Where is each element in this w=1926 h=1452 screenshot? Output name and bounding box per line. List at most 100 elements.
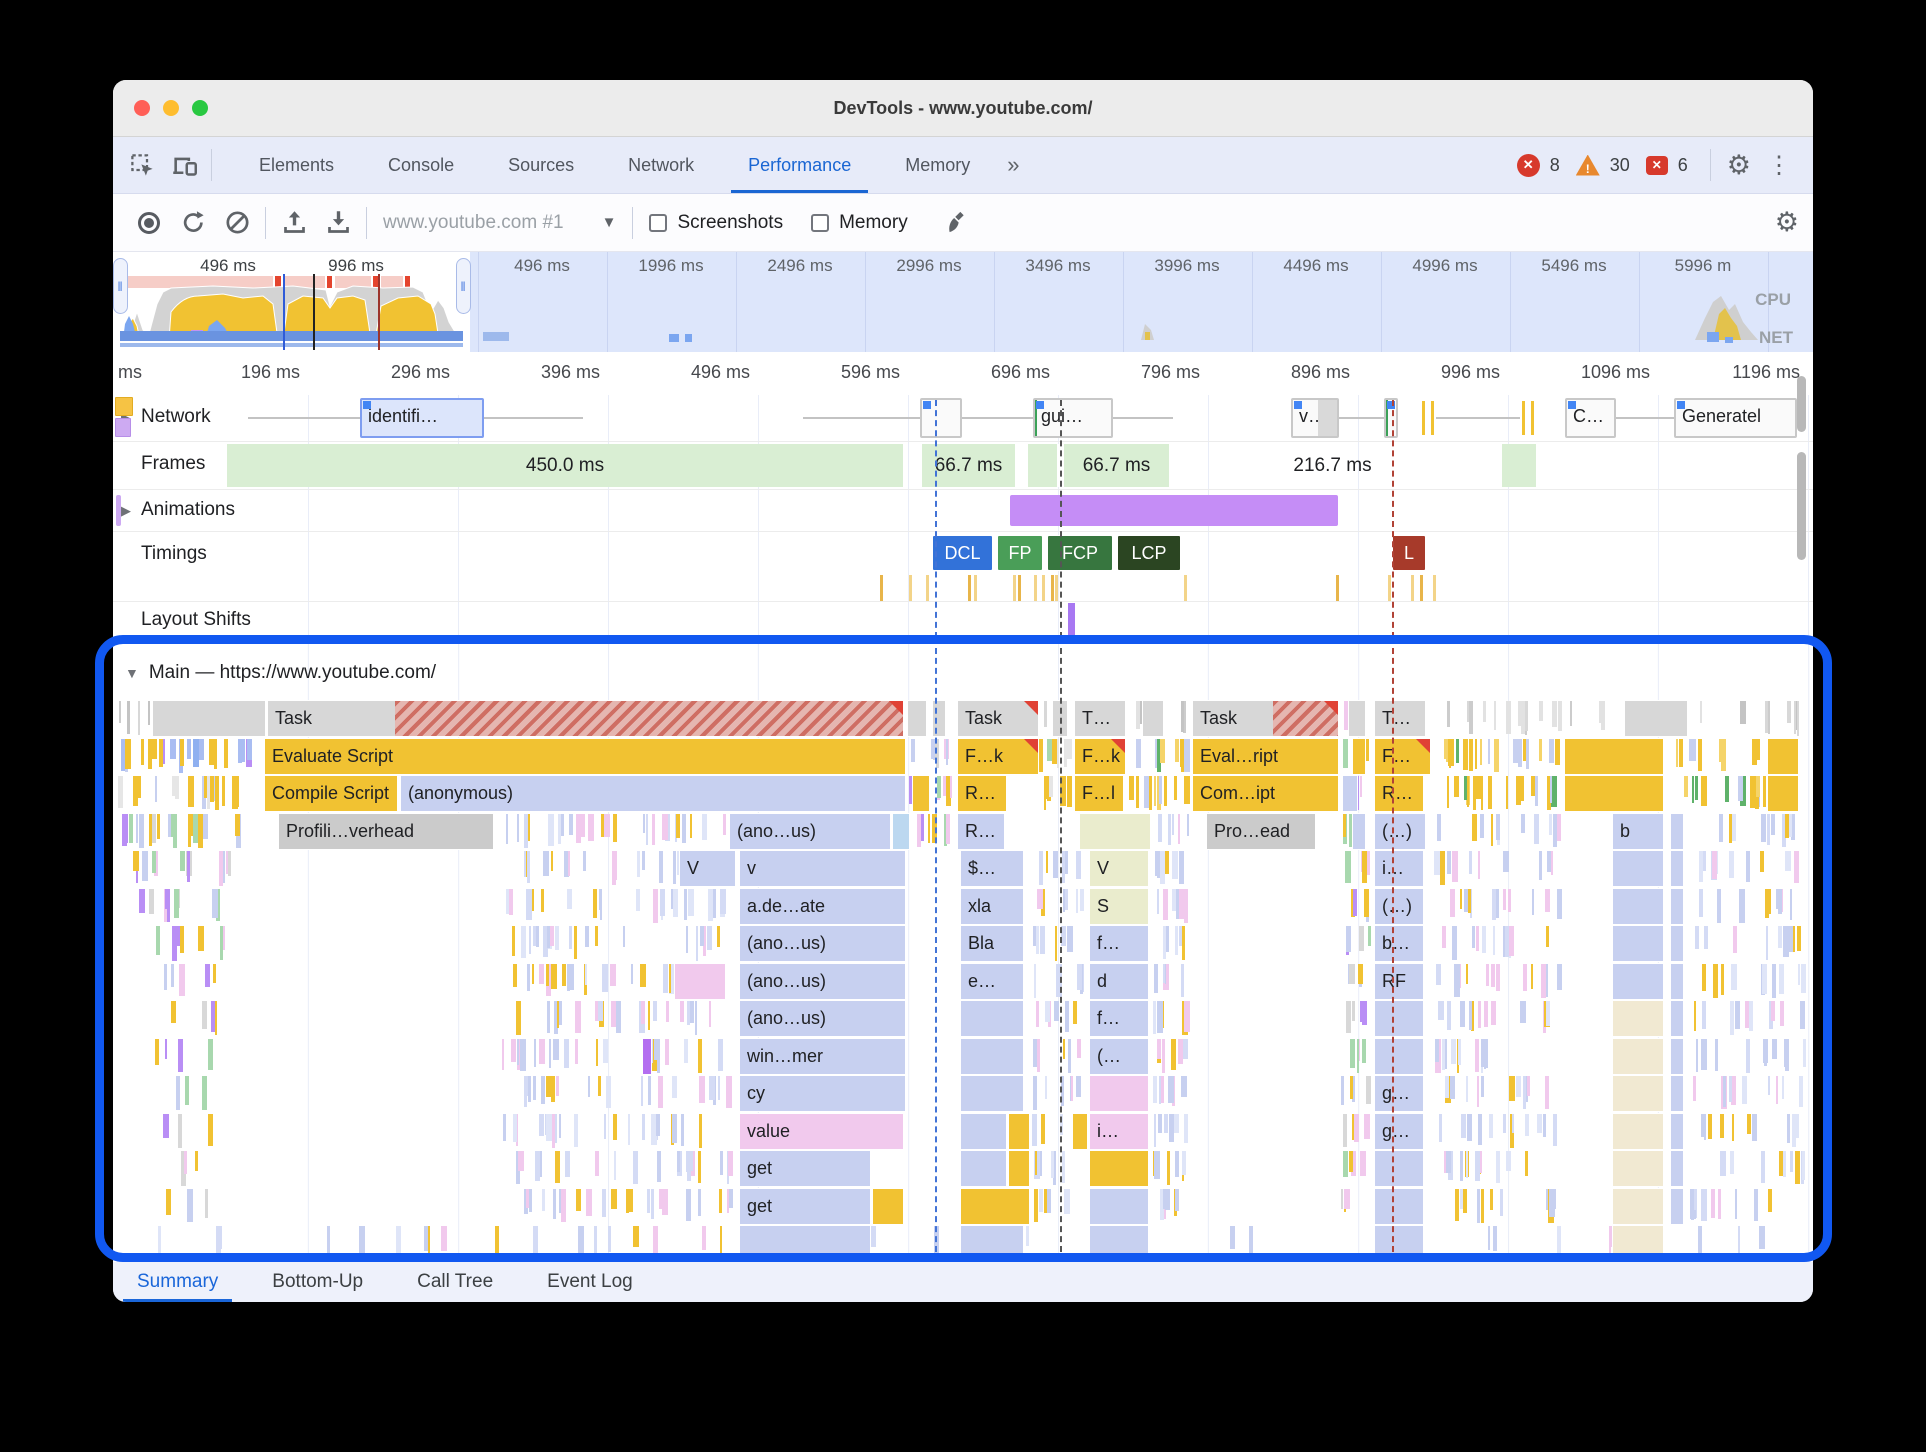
flame-entry-winmer[interactable]: win…mer [740, 1038, 905, 1074]
flame-entry[interactable] [1613, 1076, 1663, 1111]
flame-entry[interactable] [1613, 926, 1663, 961]
device-toolbar-icon[interactable] [163, 145, 205, 185]
flame-entry-b[interactable]: b… [1375, 926, 1423, 961]
flame-entry-anous[interactable]: (ano…us) [740, 1001, 905, 1036]
flame-entry-fk[interactable]: F…k [958, 738, 1038, 774]
flame-entry-f[interactable]: F… [1375, 738, 1430, 774]
detail-tab-bottom-up[interactable]: Bottom-Up [272, 1271, 364, 1292]
flame-entry-task[interactable]: Task [1193, 701, 1338, 736]
flame-entry[interactable] [1671, 851, 1683, 886]
flame-entry[interactable] [1768, 776, 1798, 811]
detail-tab-call-tree[interactable]: Call Tree [417, 1271, 494, 1292]
flame-entry[interactable] [1565, 776, 1663, 811]
maximize-window-button[interactable] [192, 100, 208, 116]
flame-entry-v[interactable]: V [680, 851, 735, 886]
network-request-item[interactable]: gui… [1033, 398, 1113, 438]
record-button[interactable] [127, 201, 171, 245]
frame-bar[interactable]: 66.7 ms [1062, 444, 1171, 487]
reload-and-record-button[interactable] [171, 201, 215, 245]
flame-entry-value[interactable]: value [740, 1113, 903, 1149]
flame-entry[interactable] [1613, 963, 1663, 999]
flame-entry[interactable] [1343, 776, 1357, 811]
frame-bar[interactable] [1026, 444, 1059, 487]
flame-entry[interactable] [1353, 738, 1365, 774]
flame-entry-s[interactable]: S [1090, 888, 1148, 924]
flame-entry[interactable] [1349, 701, 1365, 736]
flame-entry-anous[interactable]: (ano…us) [730, 813, 890, 849]
flame-entry-comipt[interactable]: Com…ipt [1193, 776, 1338, 811]
flame-entry[interactable] [1090, 1151, 1148, 1186]
settings-gear-icon[interactable]: ⚙ [1726, 149, 1751, 180]
flame-entry[interactable] [1613, 1038, 1663, 1074]
flame-entry[interactable] [740, 1226, 870, 1261]
flame-entry-r[interactable]: R… [958, 776, 1006, 811]
network-request-item[interactable] [920, 398, 962, 438]
flame-entry[interactable] [643, 1038, 651, 1074]
load-profile-icon[interactable] [272, 201, 316, 245]
flame-entry[interactable] [1565, 738, 1663, 774]
flame-entry-f[interactable]: f… [1090, 926, 1148, 961]
flame-entry[interactable] [1613, 1151, 1663, 1186]
flame-entry[interactable] [1671, 963, 1683, 999]
flame-entry[interactable] [1080, 813, 1150, 849]
network-expand-icon[interactable]: ▶ [121, 410, 131, 426]
save-profile-icon[interactable] [316, 201, 360, 245]
flame-entry[interactable] [1671, 888, 1683, 924]
timing-marker-l[interactable]: L [1392, 535, 1426, 571]
flame-entry[interactable] [1375, 1001, 1423, 1036]
flame-entry-evalript[interactable]: Eval…ript [1193, 738, 1338, 774]
timing-marker-fcp[interactable]: FCP [1047, 535, 1113, 571]
flame-entry[interactable] [1613, 1226, 1663, 1261]
network-yellow-bar[interactable] [1429, 401, 1436, 435]
network-request-item[interactable]: C… [1565, 398, 1616, 438]
flame-entry-rf[interactable]: RF [1375, 963, 1423, 999]
flame-entry[interactable] [1671, 1038, 1683, 1074]
flame-entry[interactable] [1613, 1188, 1663, 1224]
frame-bar[interactable]: 216.7 ms [1293, 454, 1372, 476]
issues-icon[interactable]: ✕ [1645, 155, 1668, 175]
flame-entry[interactable] [1090, 1226, 1148, 1261]
flame-entry[interactable] [1671, 1076, 1683, 1111]
flame-entry-fk[interactable]: F…k [1075, 738, 1125, 774]
network-request-item[interactable] [115, 418, 131, 437]
flame-entry-r[interactable]: R… [958, 813, 1004, 849]
detail-tab-summary[interactable]: Summary [122, 1262, 233, 1302]
network-yellow-bar[interactable] [1520, 401, 1527, 435]
flame-entry-g[interactable]: g… [1375, 1076, 1423, 1111]
frame-bar[interactable]: 66.7 ms [920, 444, 1017, 487]
flame-entry[interactable] [873, 1188, 903, 1224]
flame-entry[interactable] [961, 1188, 1029, 1224]
flame-entry[interactable] [933, 701, 945, 736]
flame-entry-profiliverhead[interactable]: Profili…verhead [279, 813, 493, 849]
network-request-item[interactable] [115, 397, 133, 416]
clear-button[interactable] [215, 201, 259, 245]
flame-entry[interactable] [1375, 1226, 1423, 1261]
flame-entry[interactable] [1671, 1151, 1683, 1186]
flame-entry[interactable] [1613, 851, 1663, 886]
flame-entry-compilescript[interactable]: Compile Script [265, 776, 397, 811]
vertical-scrollbar-thumb[interactable] [1797, 376, 1806, 432]
minimize-window-button[interactable] [163, 100, 179, 116]
tab-sources[interactable]: Sources [508, 154, 575, 175]
flame-entry[interactable] [1009, 1151, 1029, 1186]
flame-entry[interactable] [1353, 813, 1365, 849]
flame-entry[interactable] [1090, 1188, 1148, 1224]
flame-entry[interactable] [1375, 1188, 1423, 1224]
flame-entry-anous[interactable]: (ano…us) [740, 926, 905, 961]
timing-marker-lcp[interactable]: LCP [1117, 535, 1181, 571]
flame-entry[interactable] [1613, 1113, 1663, 1149]
flame-entry[interactable] [1053, 701, 1067, 736]
flame-entry[interactable] [1671, 926, 1683, 961]
flame-entry-[interactable]: $… [961, 851, 1023, 886]
kebab-menu-icon[interactable]: ⋮ [1767, 151, 1791, 179]
flame-entry[interactable] [1671, 1113, 1683, 1149]
tab-console[interactable]: Console [388, 154, 455, 175]
flame-entry-bla[interactable]: Bla [961, 926, 1023, 961]
flame-entry-[interactable]: (… [1090, 1038, 1148, 1074]
collect-garbage-icon[interactable] [936, 201, 980, 245]
flame-entry[interactable] [961, 1038, 1023, 1074]
flame-entry[interactable] [961, 1001, 1023, 1036]
flame-entry[interactable] [1613, 1001, 1663, 1036]
flame-entry-anonymous[interactable]: (anonymous) [401, 776, 905, 811]
flame-entry[interactable] [1625, 701, 1687, 736]
